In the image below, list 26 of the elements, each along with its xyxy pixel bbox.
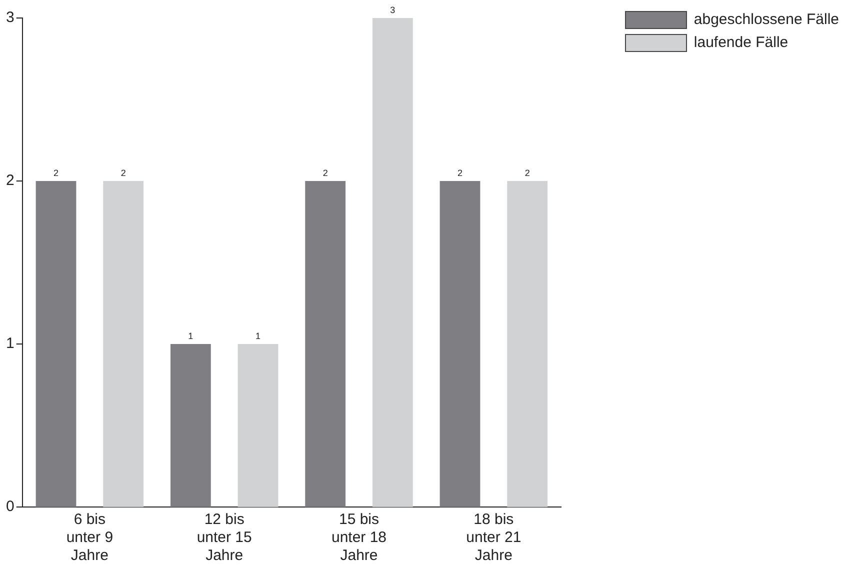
x-tick-label: 12 bis unter 15 Jahre: [196, 511, 252, 564]
legend-label: abgeschlossene Fälle: [694, 10, 839, 30]
x-tick-label: 6 bis unter 9 Jahre: [66, 511, 114, 564]
x-tick-label: 15 bis unter 18 Jahre: [331, 511, 387, 564]
y-tick-label: 2: [6, 172, 14, 190]
bar: [170, 344, 211, 507]
bar: [372, 18, 413, 507]
bar: [507, 181, 548, 507]
legend-label: laufende Fälle: [694, 33, 788, 53]
data-label: 2: [120, 168, 126, 178]
data-label: 3: [390, 4, 396, 15]
data-label: 2: [457, 168, 463, 178]
data-label: 2: [54, 168, 59, 178]
bar: [440, 181, 480, 507]
bar: [36, 181, 76, 507]
bar: [305, 181, 346, 507]
data-label: 2: [524, 168, 530, 178]
data-label: 1: [188, 330, 194, 341]
data-label: 2: [322, 168, 328, 178]
y-tick-label: 3: [6, 9, 14, 26]
y-tick-label: 0: [6, 498, 14, 516]
bar: [103, 181, 144, 507]
data-label: 1: [255, 330, 261, 341]
x-tick-label: 18 bis unter 21 Jahre: [466, 511, 522, 564]
bar: [238, 344, 278, 507]
y-tick-label: 1: [6, 335, 14, 352]
